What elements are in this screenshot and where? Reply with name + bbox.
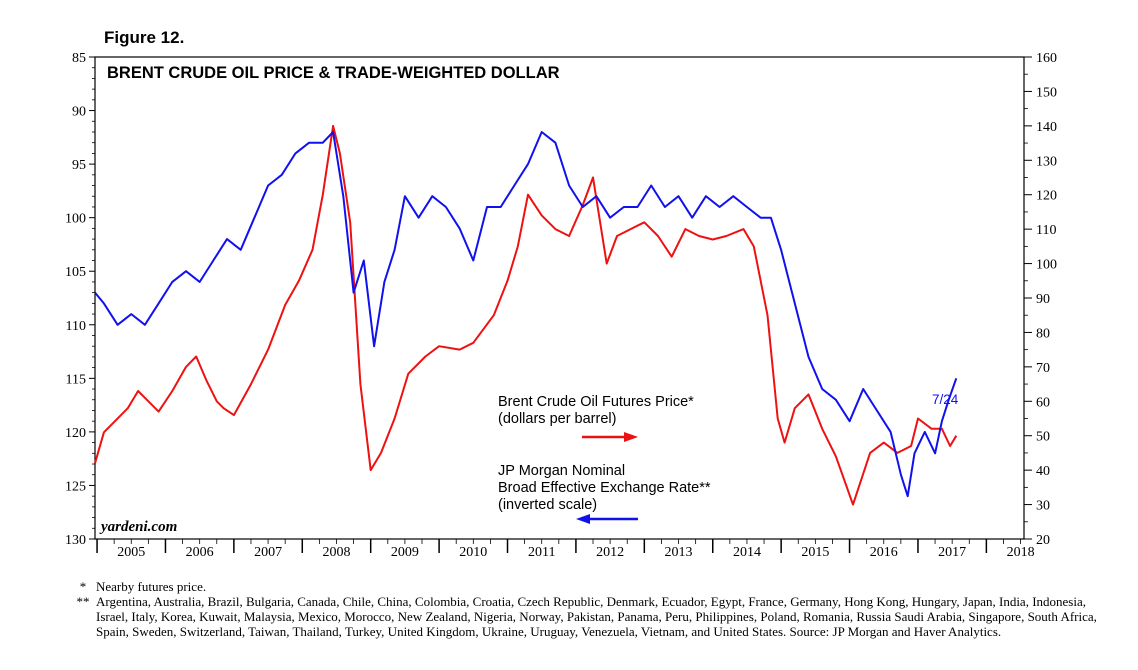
footnote-2-mark: ** [76, 594, 90, 609]
right-tick-label: 110 [1036, 223, 1056, 238]
right-tick-label: 30 [1036, 499, 1050, 514]
left-tick-label: 110 [66, 319, 86, 334]
oil-series-line [94, 124, 958, 506]
oil-unit-label: (dollars per barrel) [498, 411, 616, 427]
year-label: 2007 [254, 545, 282, 560]
footnote-1-mark: * [79, 579, 87, 594]
left-tick-label: 115 [66, 372, 86, 387]
usd-series-label: JP Morgan Nominal [498, 463, 625, 479]
right-tick-label: 70 [1036, 361, 1050, 376]
right-tick-label: 20 [1036, 533, 1050, 548]
footnote-1-text: Nearby futures price. [96, 579, 207, 594]
usd-series-label-2: Broad Effective Exchange Rate** [498, 480, 711, 496]
x-axis: 2005 2006 2007 2008 2009 2010 2011 2012 2013 2014… [96, 539, 1035, 560]
oil-series-label: Brent Crude Oil Futures Price* [498, 394, 694, 410]
left-tick-label: 120 [65, 426, 86, 441]
year-label: 2012 [596, 545, 624, 560]
right-tick-label: 100 [1036, 258, 1057, 273]
right-tick-label: 150 [1036, 85, 1057, 100]
year-label: 2017 [938, 545, 966, 560]
year-label: 2005 [117, 545, 145, 560]
chart: 85 90 95 100 105 110 115 120 125 130 20 30 40 50 60 70… [65, 51, 1057, 560]
oil-arrow-icon [582, 432, 638, 442]
right-tick-label: 80 [1036, 326, 1050, 341]
year-label: 2006 [186, 545, 214, 560]
chart-title: BRENT CRUDE OIL PRICE & TRADE-WEIGHTED D… [107, 64, 560, 82]
left-tick-label: 90 [72, 105, 86, 120]
left-tick-label: 95 [72, 158, 86, 173]
year-label: 2010 [459, 545, 487, 560]
year-label: 2011 [528, 545, 555, 560]
right-tick-label: 50 [1036, 430, 1050, 445]
left-tick-label: 105 [65, 265, 86, 280]
footnote-1: * Nearby futures price. [70, 579, 1110, 594]
usd-arrow-icon [576, 514, 638, 524]
right-tick-label: 60 [1036, 395, 1050, 410]
right-tick-label: 160 [1036, 51, 1057, 66]
right-tick-label: 90 [1036, 292, 1050, 307]
source-brand: yardeni.com [99, 519, 177, 535]
year-label: 2009 [391, 545, 419, 560]
year-label: 2013 [665, 545, 693, 560]
right-tick-label: 120 [1036, 189, 1057, 204]
dollar-series-line [94, 131, 958, 498]
left-tick-label: 130 [65, 533, 86, 548]
usd-unit-label: (inverted scale) [498, 497, 597, 513]
series-layer [94, 124, 958, 506]
footnote-2: ** Argentina, Australia, Brazil, Bulgari… [70, 594, 1110, 639]
year-label: 2014 [733, 545, 761, 560]
right-tick-label: 40 [1036, 464, 1050, 479]
footnote-2-text: Argentina, Australia, Brazil, Bulgaria, … [96, 594, 1097, 639]
year-label: 2016 [870, 545, 898, 560]
year-label: 2015 [801, 545, 829, 560]
year-label: 2018 [1007, 545, 1035, 560]
left-tick-label: 85 [72, 51, 86, 66]
left-tick-label: 125 [65, 479, 86, 494]
right-tick-label: 130 [1036, 154, 1057, 169]
left-axis: 85 90 95 100 105 110 115 120 125 130 [65, 51, 95, 548]
date-label: 7/24 [932, 392, 959, 407]
figure-label: Figure 12. [104, 28, 185, 47]
left-tick-label: 100 [65, 212, 86, 227]
footnotes: * Nearby futures price. ** Argentina, Au… [70, 579, 1110, 639]
year-label: 2008 [322, 545, 350, 560]
right-tick-label: 140 [1036, 120, 1057, 135]
right-axis: 20 30 40 50 60 70 80 90 100 110 120 130 140 150 160 [1024, 51, 1057, 548]
